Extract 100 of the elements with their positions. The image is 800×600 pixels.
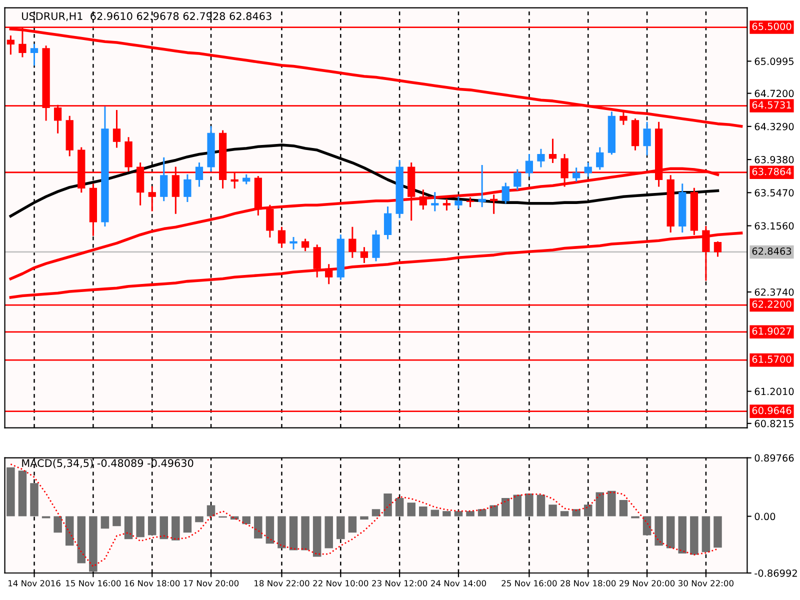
- y-tick-label: 64.7200: [754, 90, 794, 98]
- bar: [324, 516, 333, 548]
- bar: [124, 516, 133, 540]
- candlestick: [454, 196, 462, 209]
- bar: [195, 516, 204, 522]
- candlestick: [490, 194, 498, 214]
- bar: [348, 516, 357, 533]
- candlestick: [101, 106, 109, 227]
- ref-line-label: 61.5700: [752, 356, 792, 363]
- bar: [702, 516, 710, 552]
- y-tick-label: 63.1560: [754, 222, 794, 230]
- bar: [608, 490, 616, 516]
- bar: [560, 511, 569, 516]
- bar: [619, 500, 628, 516]
- bar: [30, 483, 38, 516]
- x-tick-label: 29 Nov 20:00: [620, 580, 675, 586]
- bar: [372, 509, 380, 516]
- candlestick: [372, 230, 380, 262]
- bar: [6, 467, 15, 516]
- candlestick: [643, 122, 651, 156]
- bar: [690, 516, 698, 555]
- candlestick: [596, 147, 604, 170]
- x-tick-label: 15 Nov 16:00: [66, 580, 121, 586]
- x-tick-label: 22 Nov 10:00: [313, 580, 368, 586]
- bar: [289, 516, 298, 550]
- ref-line-label: 60.9646: [752, 406, 792, 414]
- candlestick: [466, 197, 474, 208]
- y-tick-label: 60.8215: [754, 420, 794, 428]
- bar: [65, 516, 74, 546]
- bar: [54, 516, 62, 533]
- bar: [678, 516, 687, 554]
- bar: [502, 498, 510, 516]
- bar: [160, 516, 168, 540]
- x-tick-label: 17 Nov 20:00: [184, 580, 239, 586]
- candlestick: [620, 110, 628, 125]
- y-tick-label: 63.5470: [754, 189, 794, 196]
- candlestick: [431, 192, 439, 212]
- x-tick-label: 16 Nov 18:00: [124, 580, 180, 586]
- bar: [596, 492, 604, 516]
- bar: [442, 511, 451, 516]
- y-tick-label: 64.3290: [754, 122, 794, 130]
- ref-line-label: 61.9027: [752, 327, 792, 335]
- bar: [136, 516, 144, 538]
- bar: [266, 516, 274, 544]
- candlestick: [6, 35, 15, 55]
- candlestick: [148, 186, 156, 212]
- y-tick-label: 62.3740: [754, 288, 794, 296]
- candlestick: [266, 204, 274, 238]
- x-tick-label: 25 Nov 16:00: [502, 580, 557, 586]
- y-tick-label: 0.00: [754, 512, 776, 520]
- bar: [312, 516, 322, 557]
- ref-line-label: 65.5000: [752, 22, 792, 30]
- candlestick: [548, 138, 557, 164]
- bar: [18, 470, 27, 516]
- bar: [407, 502, 416, 516]
- candlestick: [290, 236, 298, 250]
- candlestick: [514, 169, 522, 190]
- bar: [278, 516, 286, 548]
- bar: [490, 505, 498, 516]
- bar: [584, 504, 592, 516]
- bar: [525, 493, 534, 516]
- bar: [572, 509, 580, 516]
- ref-line-label: 62.8463: [752, 247, 792, 255]
- x-tick-label: 28 Nov 18:00: [560, 580, 616, 586]
- candlestick: [537, 148, 545, 168]
- x-tick-label: 24 Nov 14:00: [431, 580, 486, 586]
- bar: [454, 511, 463, 516]
- candlestick: [313, 244, 321, 278]
- bar: [654, 516, 663, 546]
- bar: [242, 516, 250, 524]
- bar: [548, 504, 557, 516]
- bar: [384, 493, 392, 516]
- candlestick: [442, 198, 451, 210]
- candlestick: [572, 168, 580, 182]
- x-tick-label: 14 Nov 2016: [8, 580, 60, 586]
- x-tick-label: 23 Nov 12:00: [372, 580, 428, 586]
- ref-line-label: 62.2200: [752, 300, 792, 308]
- bar: [666, 516, 675, 548]
- bar: [466, 511, 474, 516]
- candlestick: [184, 174, 192, 202]
- bar: [172, 516, 180, 540]
- ref-line-label: 63.7864: [752, 168, 792, 176]
- bar: [89, 516, 98, 572]
- ref-line-label: 64.5731: [752, 101, 791, 109]
- bar: [478, 509, 486, 516]
- bar: [301, 516, 310, 550]
- candlestick: [348, 226, 356, 258]
- bar: [148, 516, 156, 536]
- y-tick-label: 0.89766: [754, 454, 794, 462]
- x-tick-label: 30 Nov 22:00: [678, 580, 734, 586]
- candlestick: [30, 44, 38, 66]
- bar: [360, 516, 368, 520]
- candlestick: [124, 137, 132, 172]
- bar: [419, 506, 428, 516]
- bar: [642, 516, 652, 536]
- bar: [336, 516, 345, 540]
- bar: [513, 494, 522, 516]
- candlestick: [207, 126, 215, 172]
- bar: [206, 505, 216, 516]
- bar: [714, 516, 722, 548]
